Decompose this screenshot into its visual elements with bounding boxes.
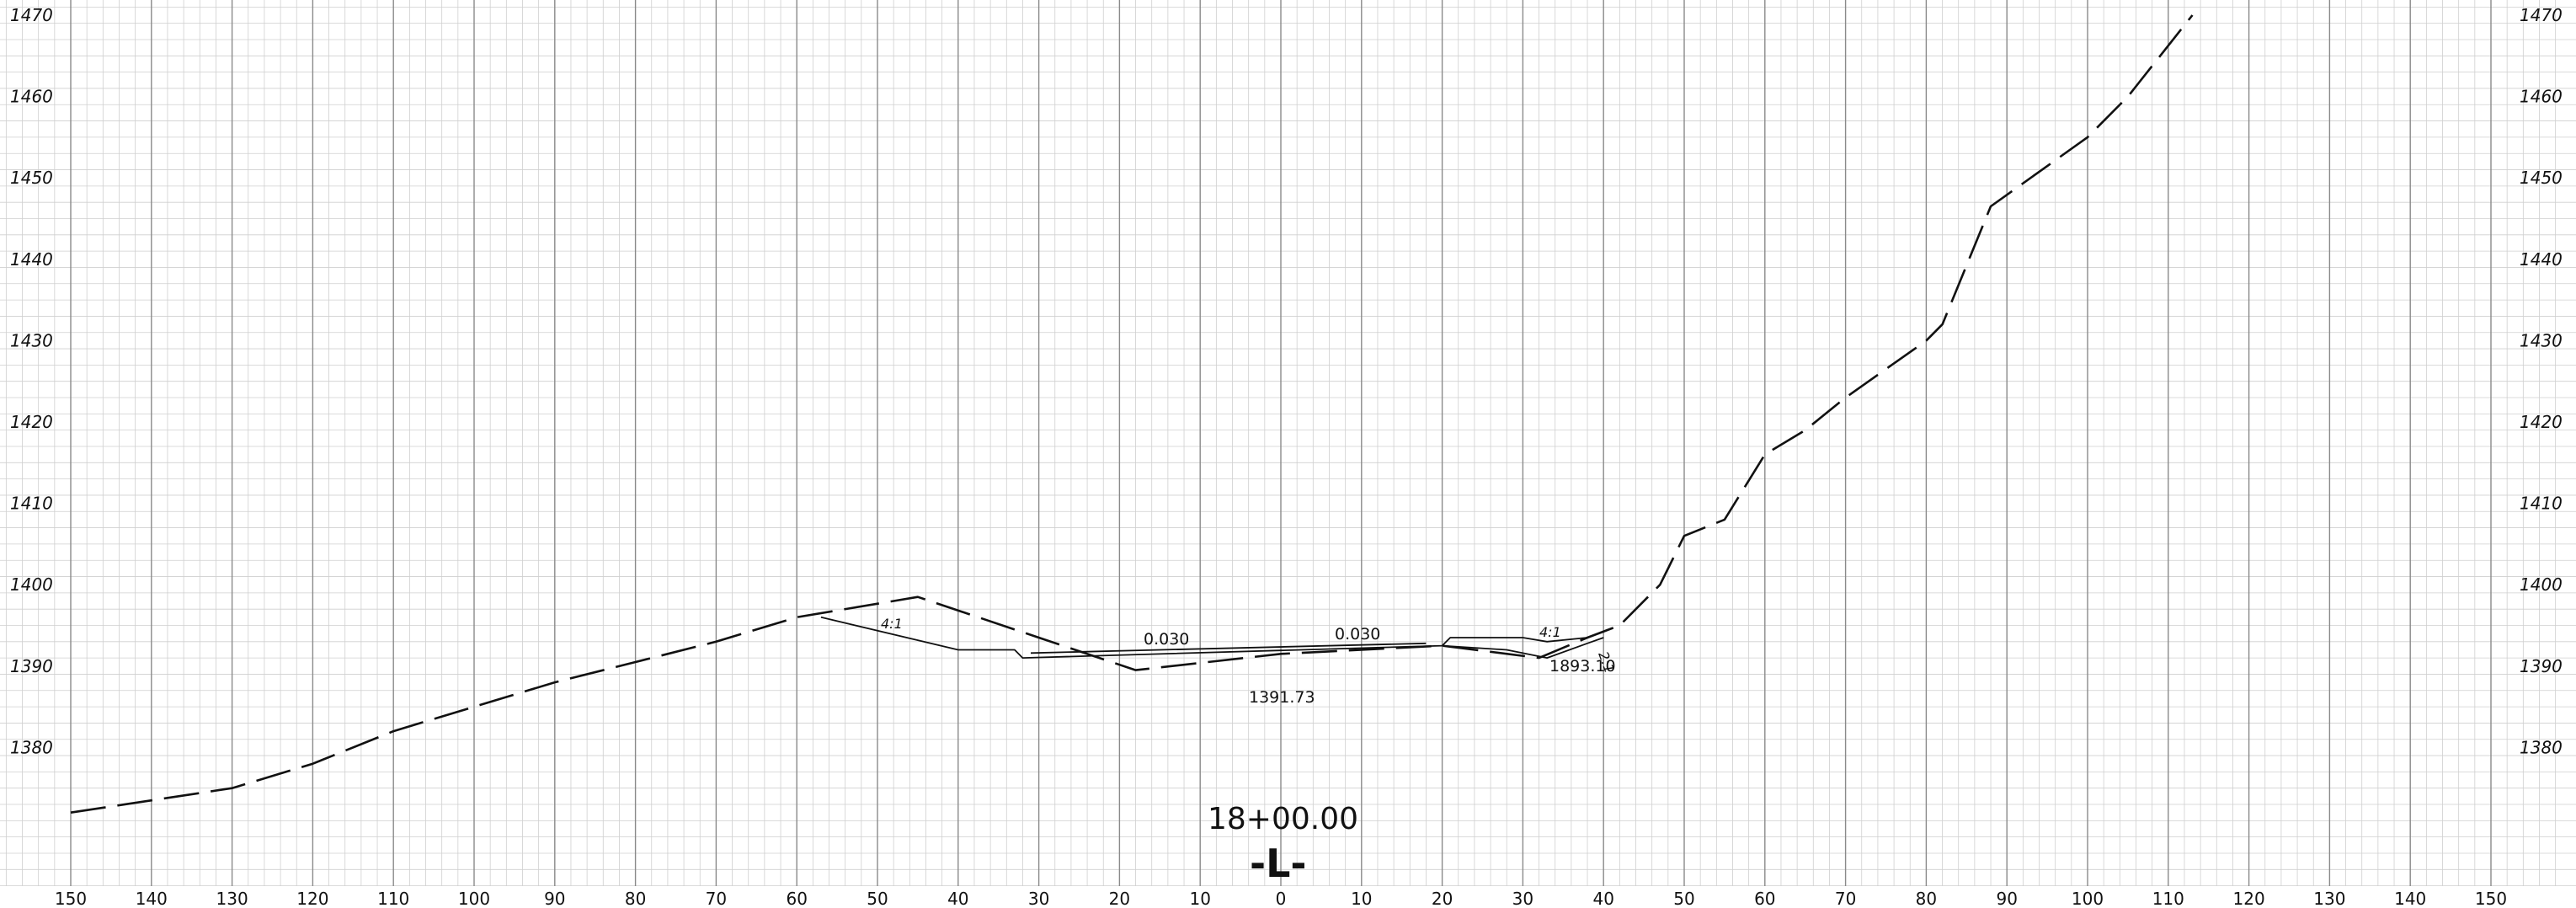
elevation-tick-label-right: 1400 [2520,574,2563,595]
offset-tick-label: 80 [625,889,646,908]
offset-tick-label: 10 [1351,889,1372,908]
offset-tick-label: 140 [136,889,168,908]
elevation-tick-label-right: 1440 [2520,249,2563,270]
elevation-tick-label-left: 1430 [10,330,53,350]
proposed-section-line-2 [1030,642,1427,654]
axis-tick-labels: 150 140 130 120 110 100 90 80 70 60 50 40 30 20 10 0 10 2… [10,5,2563,908]
elevation-tick-label-left: 1390 [10,656,53,676]
offset-tick-label: 70 [1835,889,1856,908]
cross-slope-right: 0.030 [1335,625,1380,644]
slope-label-right: 4:1 [1539,624,1561,640]
slope-label-left: 4:1 [881,616,903,632]
elevation-tick-label-left: 1450 [10,168,53,188]
offset-tick-label: 100 [2072,889,2104,908]
elevation-tick-label-left: 1400 [10,574,53,595]
offset-tick-label: 120 [296,889,328,908]
grade-elevation-left: 1391.73 [1249,688,1315,707]
offset-tick-label: 100 [458,889,490,908]
elevation-tick-label-left: 1440 [10,249,53,270]
offset-tick-label: 10 [1189,889,1210,908]
offset-tick-label: 150 [55,889,87,908]
offset-tick-label: 0 [1276,889,1287,908]
station-label: 18+00.00 [1208,802,1358,836]
offset-tick-label: 20 [1109,889,1130,908]
offset-tick-label: 40 [947,889,968,908]
offset-tick-label: 50 [867,889,888,908]
offset-tick-label: 60 [786,889,807,908]
offset-tick-label: 40 [1592,889,1613,908]
offset-tick-label: 120 [2233,889,2265,908]
elevation-tick-label-left: 1420 [10,412,53,432]
profile-lines [70,14,2194,814]
offset-tick-label: 90 [544,889,565,908]
grade-elevation-right: 1893.10 [1549,657,1616,676]
elevation-tick-label-right: 1450 [2520,168,2563,188]
offset-tick-label: 90 [1996,889,2017,908]
proposed-section-line-3 [1442,637,1604,659]
offset-tick-label: 130 [216,889,248,908]
elevation-tick-label-left: 1380 [10,737,53,757]
elevation-tick-label-right: 1420 [2520,412,2563,432]
elevation-tick-label-right: 1460 [2520,87,2563,107]
elevation-tick-label-right: 1410 [2520,494,2563,514]
offset-tick-label: 140 [2394,889,2426,908]
elevation-tick-label-right: 1470 [2520,5,2563,25]
offset-tick-label: 110 [2152,889,2184,908]
major-grid [70,0,2492,886]
offset-tick-label: 20 [1432,889,1453,908]
proposed-section-line-1 [820,616,1588,659]
minor-grid [0,0,2576,887]
offset-tick-label: 50 [1673,889,1694,908]
elevation-tick-label-right: 1380 [2520,737,2563,757]
elevation-tick-label-left: 1460 [10,87,53,107]
offset-tick-label: 60 [1754,889,1775,908]
existing-ground-line [70,14,2194,814]
elevation-tick-label-left: 1470 [10,5,53,25]
offset-tick-label: 130 [2313,889,2345,908]
offset-tick-label: 70 [706,889,727,908]
elevation-tick-label-left: 1410 [10,494,53,514]
offset-tick-label: 110 [377,889,409,908]
offset-tick-label: 30 [1512,889,1533,908]
cross-slope-left: 0.030 [1144,630,1189,649]
alignment-label: -L- [1250,841,1307,886]
elevation-tick-label-right: 1390 [2520,656,2563,676]
elevation-tick-label-right: 1430 [2520,330,2563,350]
offset-tick-label: 80 [1916,889,1937,908]
offset-tick-label: 150 [2475,889,2507,908]
offset-tick-label: 30 [1028,889,1049,908]
